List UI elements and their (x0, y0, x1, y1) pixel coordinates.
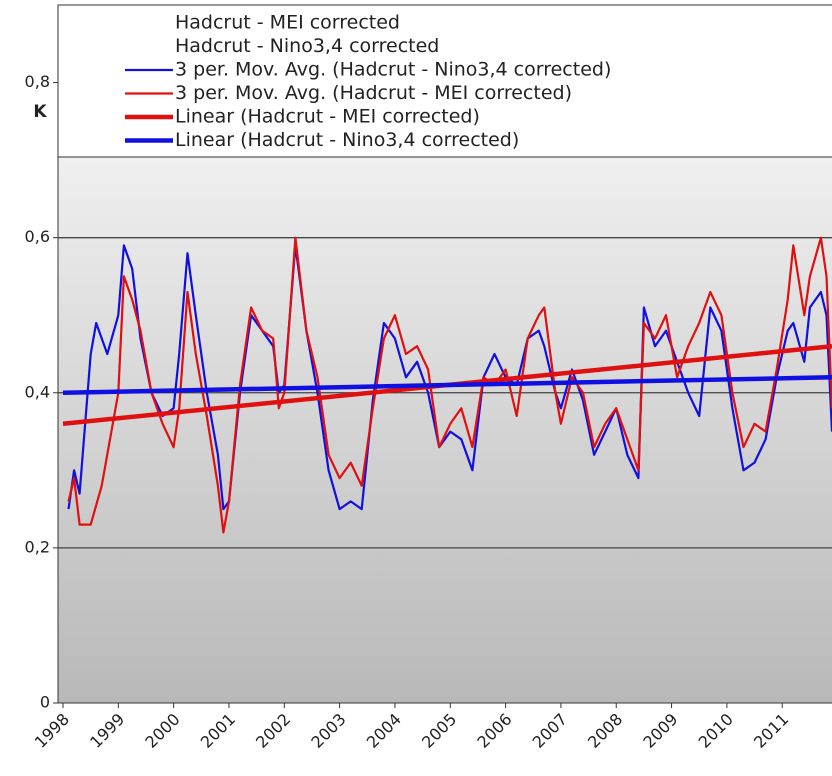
y-tick-label: 0,4 (25, 382, 50, 401)
x-tick-label: 1998 (31, 710, 73, 752)
legend-label: Hadcrut - Nino3,4 corrected (175, 35, 439, 57)
series-line (62, 375, 832, 396)
x-tick-label: 2005 (418, 710, 460, 752)
legend-label: 3 per. Mov. Avg. (Hadcrut - MEI correcte… (175, 82, 572, 104)
x-tick-label: 2001 (197, 710, 239, 752)
legend-label: Linear (Hadcrut - Nino3,4 corrected) (175, 129, 519, 151)
legend-box (57, 4, 832, 158)
x-tick-label: 2009 (639, 710, 681, 752)
series-line (67, 236, 832, 534)
x-tick-label: 2010 (695, 710, 737, 752)
legend-label: Linear (Hadcrut - MEI corrected) (175, 106, 480, 128)
x-tick-label: 2003 (307, 710, 349, 752)
y-axis-label: K (33, 102, 47, 122)
y-tick-label: 0,2 (25, 537, 50, 556)
legend-label: Hadcrut - MEI corrected (175, 12, 400, 34)
y-tick-label: 0,6 (25, 227, 50, 246)
x-tick-label: 2008 (584, 710, 626, 752)
x-tick-label: 2002 (252, 710, 294, 752)
x-tick-label: 2006 (473, 710, 515, 752)
y-tick-label: 0,8 (25, 72, 50, 91)
legend-label: 3 per. Mov. Avg. (Hadcrut - Nino3,4 corr… (175, 59, 611, 81)
x-tick-label: 2007 (529, 710, 571, 752)
y-tick-label: 0 (40, 693, 50, 712)
x-tick-label: 1999 (86, 710, 128, 752)
x-tick-label: 2000 (141, 710, 183, 752)
x-tick-label: 2011 (750, 710, 792, 752)
x-tick-label: 2004 (363, 710, 405, 752)
